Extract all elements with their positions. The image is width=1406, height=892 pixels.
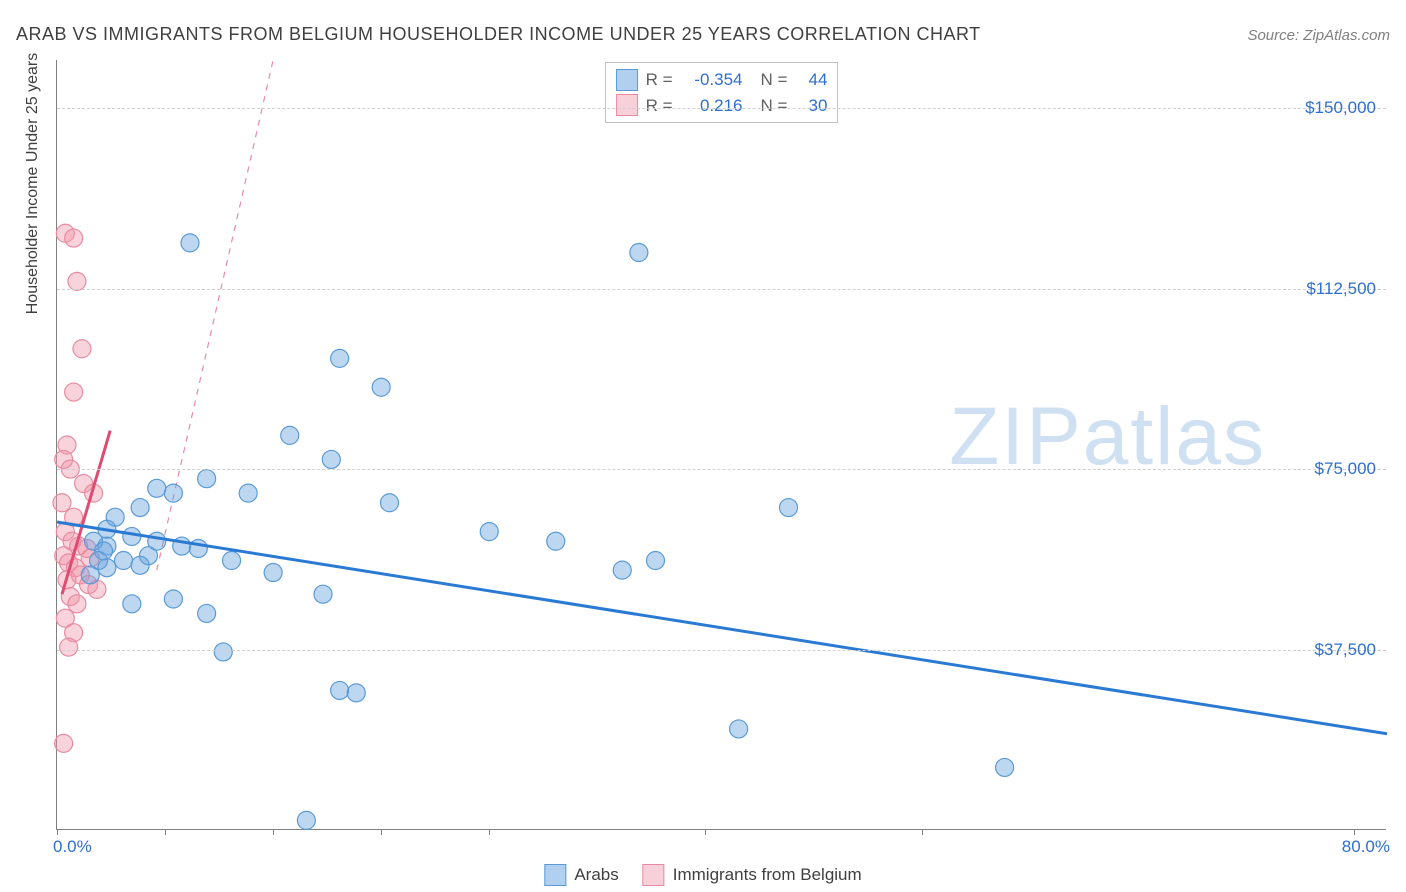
legend-correlation: R = -0.354 N = 44 R = 0.216 N = 30 (605, 62, 839, 123)
x-axis-max-label: 80.0% (1342, 837, 1390, 857)
y-axis-label: Householder Income Under 25 years (24, 53, 42, 314)
r-label-2: R = (646, 93, 673, 119)
y-tick-label: $112,500 (1306, 279, 1376, 299)
chart-svg (57, 60, 1386, 829)
n-value-belgium: 30 (795, 93, 827, 119)
x-tick (922, 829, 923, 835)
gridline (57, 469, 1386, 470)
legend-label-arabs: Arabs (574, 865, 618, 885)
x-tick (165, 829, 166, 835)
swatch-blue-icon (544, 864, 566, 886)
swatch-pink-icon (616, 94, 638, 116)
y-tick-label: $75,000 (1315, 459, 1376, 479)
swatch-pink-icon (643, 864, 665, 886)
r-value-arabs: -0.354 (681, 67, 743, 93)
plot-area: ZIPatlas R = -0.354 N = 44 R = 0.216 N =… (56, 60, 1386, 830)
r-label: R = (646, 67, 673, 93)
x-tick (705, 829, 706, 835)
swatch-blue-icon (616, 69, 638, 91)
n-label-2: N = (761, 93, 788, 119)
n-label: N = (761, 67, 788, 93)
y-tick-label: $150,000 (1305, 98, 1376, 118)
chart-header: ARAB VS IMMIGRANTS FROM BELGIUM HOUSEHOL… (16, 24, 1390, 45)
r-value-belgium: 0.216 (681, 93, 743, 119)
legend-label-belgium: Immigrants from Belgium (673, 865, 862, 885)
y-tick-label: $37,500 (1315, 640, 1376, 660)
legend-row-arabs: R = -0.354 N = 44 (616, 67, 828, 93)
legend-item-arabs: Arabs (544, 864, 618, 886)
x-tick (57, 829, 58, 835)
legend-item-belgium: Immigrants from Belgium (643, 864, 862, 886)
x-tick (381, 829, 382, 835)
gridline (57, 650, 1386, 651)
gridline (57, 108, 1386, 109)
legend-row-belgium: R = 0.216 N = 30 (616, 93, 828, 119)
chart-source: Source: ZipAtlas.com (1247, 27, 1390, 44)
chart-title: ARAB VS IMMIGRANTS FROM BELGIUM HOUSEHOL… (16, 24, 981, 45)
x-tick (273, 829, 274, 835)
x-tick (1354, 829, 1355, 835)
legend-series: Arabs Immigrants from Belgium (544, 864, 861, 886)
n-value-arabs: 44 (795, 67, 827, 93)
x-axis-min-label: 0.0% (53, 837, 92, 857)
gridline (57, 289, 1386, 290)
x-tick (489, 829, 490, 835)
